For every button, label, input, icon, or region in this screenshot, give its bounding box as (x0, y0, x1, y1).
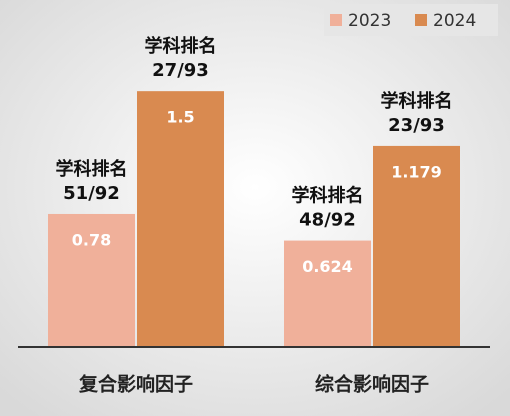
rank-label: 学科排名 (56, 158, 128, 180)
rank-label: 23/93 (388, 115, 445, 136)
value-label: 1.179 (391, 162, 442, 181)
rank-label: 学科排名 (381, 90, 453, 112)
legend-swatch (330, 14, 342, 26)
rank-label: 51/92 (63, 183, 120, 204)
legend-box (324, 4, 498, 36)
value-label: 0.624 (302, 257, 353, 276)
legend-label: 2024 (433, 11, 476, 31)
rank-label: 27/93 (152, 60, 209, 81)
rank-label: 学科排名 (292, 185, 364, 207)
value-label: 0.78 (72, 230, 111, 249)
bar (284, 240, 371, 347)
bar (373, 145, 460, 347)
x-tick-label: 综合影响因子 (315, 373, 429, 396)
value-label: 1.5 (166, 108, 194, 127)
bar (137, 91, 224, 348)
legend-swatch (415, 14, 427, 26)
x-tick-label: 复合影响因子 (78, 373, 193, 396)
rank-label: 学科排名 (145, 35, 217, 57)
legend-label: 2023 (348, 11, 391, 31)
rank-label: 48/92 (299, 210, 356, 231)
bar (48, 213, 135, 347)
